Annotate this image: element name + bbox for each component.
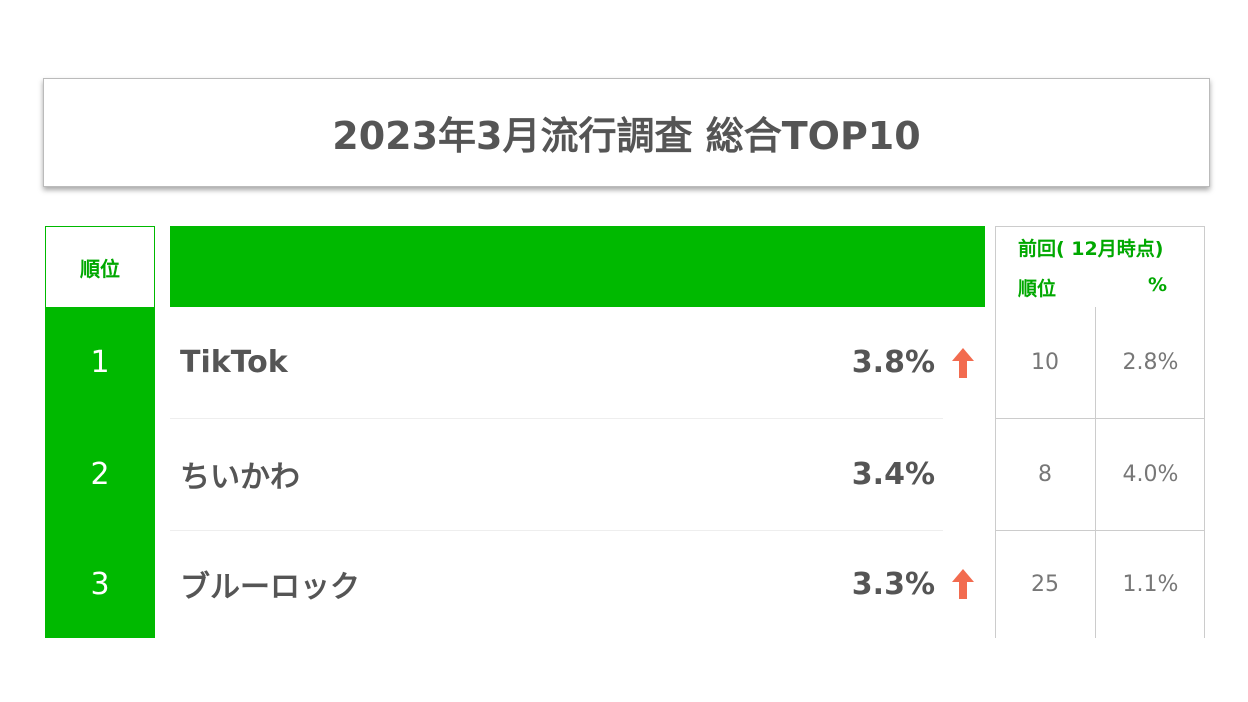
item-name: ちいかわ [180, 460, 300, 495]
column-divider [1095, 307, 1096, 638]
item-name: TikTok [180, 345, 288, 380]
previous-percent: 1.1% [1122, 571, 1179, 597]
up-arrow-icon [952, 347, 974, 378]
previous-percent-header: % [1148, 274, 1168, 296]
row-separator [170, 530, 943, 531]
previous-title: 前回( 12月時点) [1018, 238, 1164, 260]
previous-percent: 4.0% [1122, 461, 1179, 487]
rank-cell: 3 [45, 530, 155, 638]
rank-header: 順位 [45, 226, 155, 307]
up-arrow-icon [952, 569, 974, 599]
previous-rank-header: 順位 [1018, 278, 1057, 300]
row-separator [995, 418, 1205, 419]
previous-rank: 25 [1031, 571, 1059, 597]
item-percent: 3.3% [851, 566, 935, 602]
up-arrow [951, 347, 975, 379]
title: 2023年3月流行調査 総合TOP10 [332, 114, 921, 158]
title-box: 2023年3月流行調査 総合TOP10 [43, 78, 1210, 187]
up-arrow [951, 568, 975, 600]
item-percent: 3.8% [851, 345, 935, 380]
header-bar [170, 226, 985, 307]
rank-cell: 2 [45, 418, 155, 530]
previous-table [995, 226, 1205, 638]
row-separator [995, 530, 1205, 531]
row-separator [170, 418, 943, 419]
previous-percent: 2.8% [1122, 350, 1179, 375]
previous-rank: 10 [1031, 350, 1059, 375]
previous-rank: 8 [1038, 461, 1052, 487]
item-percent: 3.4% [851, 456, 935, 492]
item-name: ブルーロック [180, 570, 360, 605]
rank-cell: 1 [45, 307, 155, 418]
